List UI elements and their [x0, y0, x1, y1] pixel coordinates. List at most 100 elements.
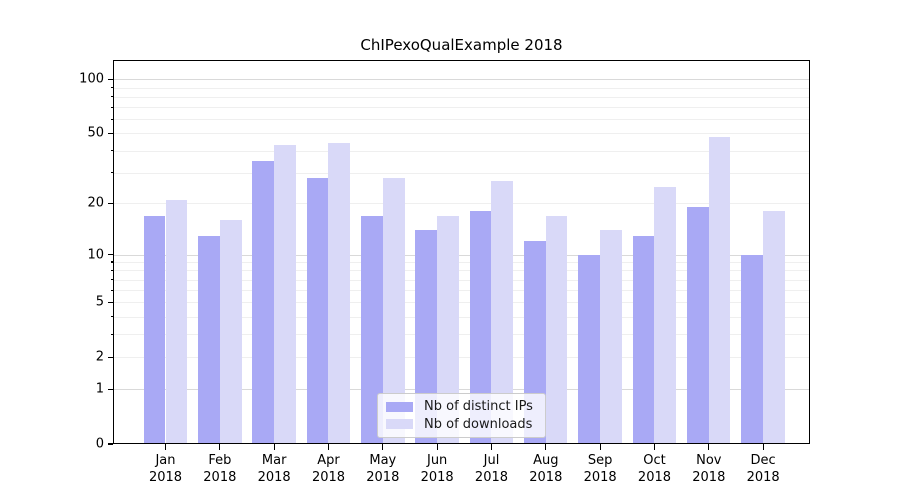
- y-tick-mark: [107, 356, 113, 358]
- gridline-minor: [113, 203, 810, 205]
- x-tick-label: Feb 2018: [203, 453, 237, 485]
- legend-swatch-distinct-ips: [386, 402, 413, 412]
- x-tick-mark: [219, 444, 221, 450]
- x-tick-label: Dec 2018: [746, 453, 780, 485]
- y-minor-tick-mark: [110, 106, 113, 108]
- legend-swatch-downloads: [386, 419, 413, 429]
- x-tick-mark: [327, 444, 330, 450]
- gridline-major: [113, 389, 810, 391]
- y-minor-tick-mark: [110, 150, 113, 152]
- y-minor-tick-mark: [110, 279, 113, 281]
- chart-legend: Nb of distinct IPs Nb of downloads: [377, 393, 546, 438]
- bar-downloads-may: [382, 177, 405, 444]
- x-tick-label: Nov 2018: [692, 453, 726, 485]
- y-tick-mark: [107, 132, 113, 134]
- gridline-minor: [113, 133, 810, 135]
- gridline-minor: [113, 107, 810, 109]
- gridline-minor: [113, 290, 810, 292]
- y-minor-tick-mark: [110, 261, 113, 263]
- y-minor-tick-mark: [110, 289, 113, 291]
- y-tick-mark: [107, 443, 113, 445]
- x-tick-mark: [382, 444, 384, 450]
- y-tick-label: 50: [87, 125, 104, 141]
- bar-distinct-ips-oct: [632, 235, 655, 444]
- y-tick-mark: [107, 78, 113, 80]
- gridline-minor: [113, 302, 810, 304]
- gridline-minor: [113, 172, 810, 174]
- bar-distinct-ips-dec: [741, 254, 764, 444]
- x-tick-label: Oct 2018: [637, 453, 672, 485]
- x-tick-mark: [653, 444, 656, 450]
- y-minor-tick-mark: [110, 316, 113, 318]
- y-minor-tick-mark: [110, 301, 113, 304]
- y-tick-label: 1: [95, 381, 104, 397]
- y-minor-tick-mark: [110, 132, 113, 134]
- x-tick-mark: [436, 444, 438, 450]
- x-tick-mark: [599, 444, 601, 450]
- gridline-minor: [113, 150, 810, 152]
- x-tick-label: Apr 2018: [311, 453, 346, 485]
- y-tick-label: 0: [95, 436, 104, 452]
- bar-distinct-ips-jun: [415, 230, 438, 444]
- y-tick-label: 20: [87, 195, 104, 211]
- bar-distinct-ips-nov: [687, 207, 709, 444]
- gridline-minor: [113, 316, 810, 318]
- bar-downloads-jan: [165, 199, 188, 444]
- bar-downloads-aug: [545, 215, 568, 444]
- bar-distinct-ips-may: [361, 215, 383, 444]
- y-tick-label: 100: [79, 71, 104, 87]
- gridline-minor: [113, 262, 810, 264]
- y-minor-tick-mark: [110, 118, 113, 120]
- bar-distinct-ips-mar: [252, 160, 275, 444]
- y-minor-tick-mark: [110, 269, 113, 271]
- y-tick-mark: [107, 202, 113, 205]
- bar-distinct-ips-apr: [306, 177, 329, 444]
- bar-downloads-apr: [328, 143, 351, 444]
- x-tick-label: Sep 2018: [583, 453, 617, 485]
- y-tick-label: 10: [87, 247, 104, 263]
- bar-downloads-feb: [219, 220, 242, 444]
- y-minor-tick-mark: [110, 202, 113, 205]
- y-minor-tick-mark: [110, 356, 113, 358]
- y-tick-label: 5: [95, 294, 104, 310]
- x-tick-label: Jan 2018: [148, 453, 183, 485]
- gridline-minor: [113, 334, 810, 336]
- x-tick-mark: [708, 444, 710, 450]
- x-tick-label: May 2018: [366, 453, 400, 485]
- legend-label-downloads: Nb of downloads: [424, 416, 533, 432]
- x-tick-mark: [164, 444, 167, 450]
- x-tick-mark: [490, 444, 493, 450]
- bar-downloads-jul: [491, 180, 514, 444]
- bar-downloads-oct: [654, 186, 677, 444]
- x-tick-mark: [762, 444, 764, 450]
- gridline-major: [113, 79, 810, 81]
- y-minor-tick-mark: [110, 333, 113, 336]
- x-tick-label: Jul 2018: [474, 453, 509, 485]
- y-minor-tick-mark: [110, 96, 113, 98]
- y-minor-tick-mark: [110, 87, 113, 89]
- gridline-minor: [113, 279, 810, 281]
- bar-downloads-dec: [763, 211, 785, 444]
- x-tick-label: Jun 2018: [420, 453, 454, 485]
- y-tick-mark: [107, 388, 113, 390]
- bar-distinct-ips-sep: [578, 254, 601, 444]
- legend-item-distinct-ips: Nb of distinct IPs: [386, 399, 537, 414]
- gridline-minor: [113, 119, 810, 121]
- legend-item-downloads: Nb of downloads: [386, 417, 537, 432]
- gridline-minor: [113, 96, 810, 98]
- x-tick-mark: [273, 444, 275, 450]
- y-tick-mark: [107, 253, 113, 256]
- bar-distinct-ips-jul: [469, 211, 492, 444]
- y-minor-tick-mark: [110, 172, 113, 174]
- x-tick-mark: [545, 444, 547, 450]
- gridline-major: [113, 254, 810, 256]
- bar-distinct-ips-feb: [198, 235, 220, 444]
- bar-downloads-nov: [708, 136, 731, 444]
- bar-downloads-mar: [274, 145, 296, 444]
- bar-downloads-jun: [437, 215, 459, 444]
- gridline-minor: [113, 270, 810, 272]
- x-tick-label: Mar 2018: [257, 453, 291, 485]
- gridline-minor: [113, 87, 810, 89]
- gridline-minor: [113, 357, 810, 359]
